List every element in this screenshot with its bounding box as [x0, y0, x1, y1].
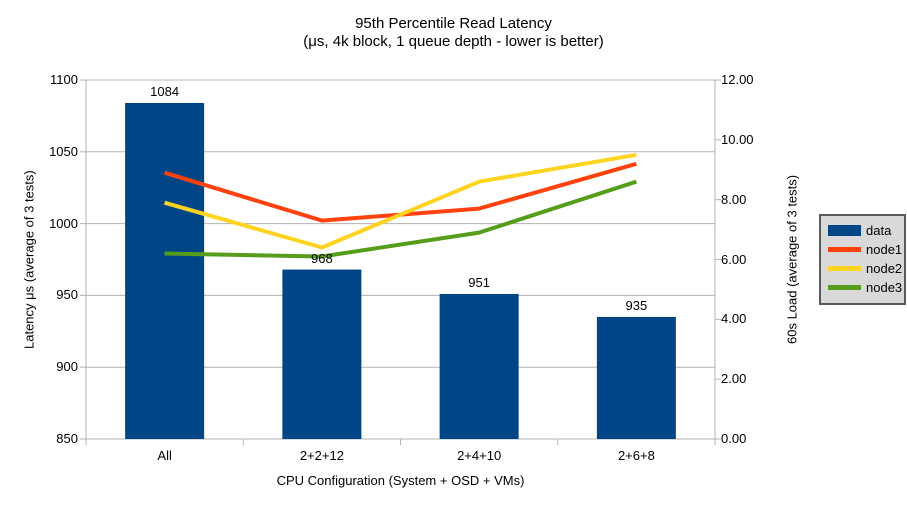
legend-label: node1 — [866, 242, 903, 257]
chart-title-block: 95th Percentile Read Latency (μs, 4k bloc… — [0, 15, 907, 51]
right-axis-title: 60s Load (average of 3 tests) — [784, 174, 800, 345]
category-label: 2+4+10 — [457, 448, 502, 463]
legend: data node1 node2 node3 — [819, 214, 906, 305]
bar-value-label: 935 — [625, 297, 648, 313]
legend-swatch-node1 — [828, 247, 861, 252]
right-axis-tick: 2.00 — [721, 371, 747, 387]
category-label: All — [157, 448, 172, 463]
right-axis-tick: 12.00 — [721, 72, 754, 87]
legend-label: node3 — [866, 280, 903, 295]
x-axis-title: CPU Configuration (System + OSD + VMs) — [276, 473, 525, 488]
left-axis-tick: 850 — [56, 431, 78, 446]
line-node3 — [164, 179, 638, 259]
legend-item-node1: node1 — [828, 240, 904, 259]
legend-swatch-node2 — [828, 266, 861, 271]
left-axis-tick: 900 — [56, 359, 78, 375]
right-axis-tick: 8.00 — [721, 191, 747, 207]
legend-label: data — [866, 223, 892, 238]
line-node2 — [164, 152, 637, 250]
legend-item-node3: node3 — [828, 278, 904, 297]
legend-label: node2 — [866, 261, 903, 276]
left-axis-tick: 1000 — [49, 215, 78, 231]
left-axis-tick: 1050 — [49, 143, 78, 159]
right-axis-tick: 6.00 — [721, 251, 747, 267]
left-axis-tick: 1100 — [50, 72, 78, 87]
right-axis-tick: 4.00 — [721, 311, 747, 327]
legend-item-data: data — [828, 221, 904, 240]
bar-2+4+10 — [439, 293, 519, 439]
legend-swatch-data — [828, 225, 861, 236]
bar-2+6+8 — [596, 316, 676, 439]
chart-subtitle: (μs, 4k block, 1 queue depth - lower is … — [303, 33, 604, 50]
left-axis-title: Latency μs (average of 3 tests) — [21, 170, 37, 349]
category-label: 2+2+12 — [299, 448, 344, 463]
bar-value-label: 968 — [311, 250, 333, 266]
chart-title: 95th Percentile Read Latency — [355, 15, 552, 32]
right-axis-tick: 0.00 — [721, 431, 747, 446]
bar-value-label: 1084 — [150, 83, 180, 99]
category-label: 2+6+8 — [617, 448, 655, 463]
bar-2+2+12 — [282, 269, 362, 439]
left-axis-tick: 950 — [56, 287, 78, 303]
bar-value-label: 951 — [468, 274, 490, 290]
bar-All — [125, 102, 205, 439]
legend-swatch-node3 — [828, 285, 861, 290]
right-axis-tick: 10.00 — [721, 131, 754, 147]
legend-item-node2: node2 — [828, 259, 904, 278]
line-node1 — [164, 161, 637, 223]
